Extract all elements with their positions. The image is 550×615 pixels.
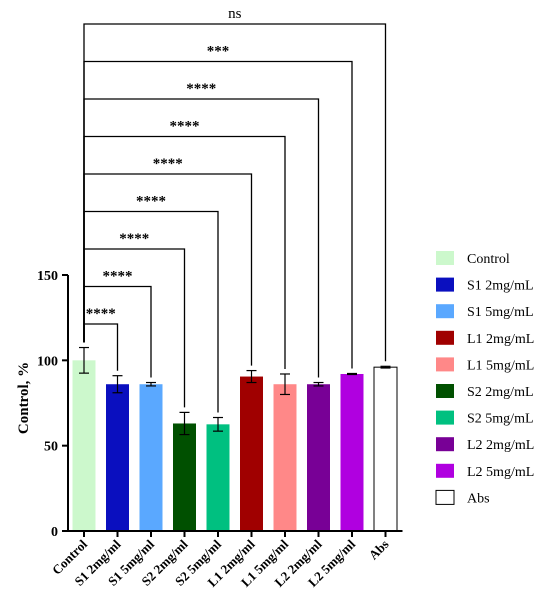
legend-label-5: S2 2mg/mL xyxy=(467,385,534,400)
significance-label-9: ns xyxy=(228,6,242,22)
legend-swatch-3 xyxy=(436,330,454,345)
error-bar-6 xyxy=(280,373,290,396)
bar-9 xyxy=(373,366,398,532)
legend-swatch-8 xyxy=(436,463,454,478)
legend-swatch-1 xyxy=(436,277,454,292)
error-bar-1 xyxy=(112,375,123,394)
bar-6 xyxy=(273,384,297,531)
y-axis-label: Control, % xyxy=(16,362,32,434)
legend-swatch-9 xyxy=(435,489,455,505)
y-tick-label-100: 100 xyxy=(37,354,58,369)
legend-label-6: S2 5mg/mL xyxy=(467,412,534,427)
legend-label-9: Abs xyxy=(467,491,490,506)
error-bar-9 xyxy=(380,365,391,369)
x-category-label-9: Abs xyxy=(366,537,392,563)
legend-entry-2: S1 5mg/mL xyxy=(436,304,534,320)
error-bar-4 xyxy=(213,416,223,432)
legend-entry-7: L2 2mg/mL xyxy=(436,437,534,453)
bar-2 xyxy=(139,384,163,531)
y-tick-label-150: 150 xyxy=(37,269,58,284)
bar-0 xyxy=(72,360,96,531)
legend-label-1: S1 2mg/mL xyxy=(467,279,534,294)
y-tick-label-50: 50 xyxy=(44,440,58,455)
legend-label-2: S1 5mg/mL xyxy=(467,305,534,320)
comparison-bracket-3 xyxy=(83,248,186,408)
error-bar-3 xyxy=(179,411,190,436)
error-bar-2 xyxy=(146,381,156,387)
bar-3 xyxy=(173,423,196,531)
legend: Control S1 2mg/mL S1 5mg/mL L1 2mg/mL L1 5mg… xyxy=(435,251,534,506)
legend-swatch-5 xyxy=(436,384,454,398)
significance-label-6: **** xyxy=(170,119,200,135)
significance-label-4: **** xyxy=(136,194,166,210)
legend-entry-9: Abs xyxy=(435,489,490,506)
bar-7 xyxy=(307,384,330,531)
legend-entry-6: S2 5mg/mL xyxy=(436,410,534,427)
error-bar-7 xyxy=(313,381,324,387)
legend-label-0: Control xyxy=(467,252,510,267)
significance-label-2: **** xyxy=(103,269,133,285)
significance-label-5: **** xyxy=(153,156,183,172)
bars xyxy=(72,346,398,532)
legend-label-3: L1 2mg/mL xyxy=(467,332,534,347)
bar-8 xyxy=(340,373,364,531)
significance-label-1: **** xyxy=(86,306,116,322)
legend-label-7: L2 2mg/mL xyxy=(467,438,534,453)
bar-1 xyxy=(106,384,129,531)
error-bar-5 xyxy=(246,369,257,384)
error-bar-0 xyxy=(79,346,89,374)
significance-label-3: **** xyxy=(119,231,149,247)
legend-swatch-7 xyxy=(436,437,454,452)
legend-entry-1: S1 2mg/mL xyxy=(436,277,534,294)
error-bar-8 xyxy=(347,372,357,376)
legend-swatch-4 xyxy=(436,357,454,372)
legend-swatch-6 xyxy=(436,410,454,425)
legend-swatch-0 xyxy=(436,251,454,265)
legend-label-4: L1 5mg/mL xyxy=(467,358,534,373)
legend-entry-0: Control xyxy=(436,251,510,267)
significance-label-8: *** xyxy=(207,44,230,60)
bar-4 xyxy=(206,424,230,531)
legend-entry-4: L1 5mg/mL xyxy=(436,357,534,373)
legend-entry-8: L2 5mg/mL xyxy=(436,463,534,480)
y-tick-label-0: 0 xyxy=(51,525,58,540)
significance-label-7: **** xyxy=(186,81,216,97)
significance-brackets: *******************************ns xyxy=(83,6,387,413)
legend-swatch-2 xyxy=(436,304,454,319)
comparison-bracket-9 xyxy=(83,23,387,362)
legend-entry-3: L1 2mg/mL xyxy=(436,330,534,347)
legend-label-8: L2 5mg/mL xyxy=(467,465,534,480)
bar-5 xyxy=(240,376,263,531)
legend-entry-5: S2 2mg/mL xyxy=(436,384,534,400)
